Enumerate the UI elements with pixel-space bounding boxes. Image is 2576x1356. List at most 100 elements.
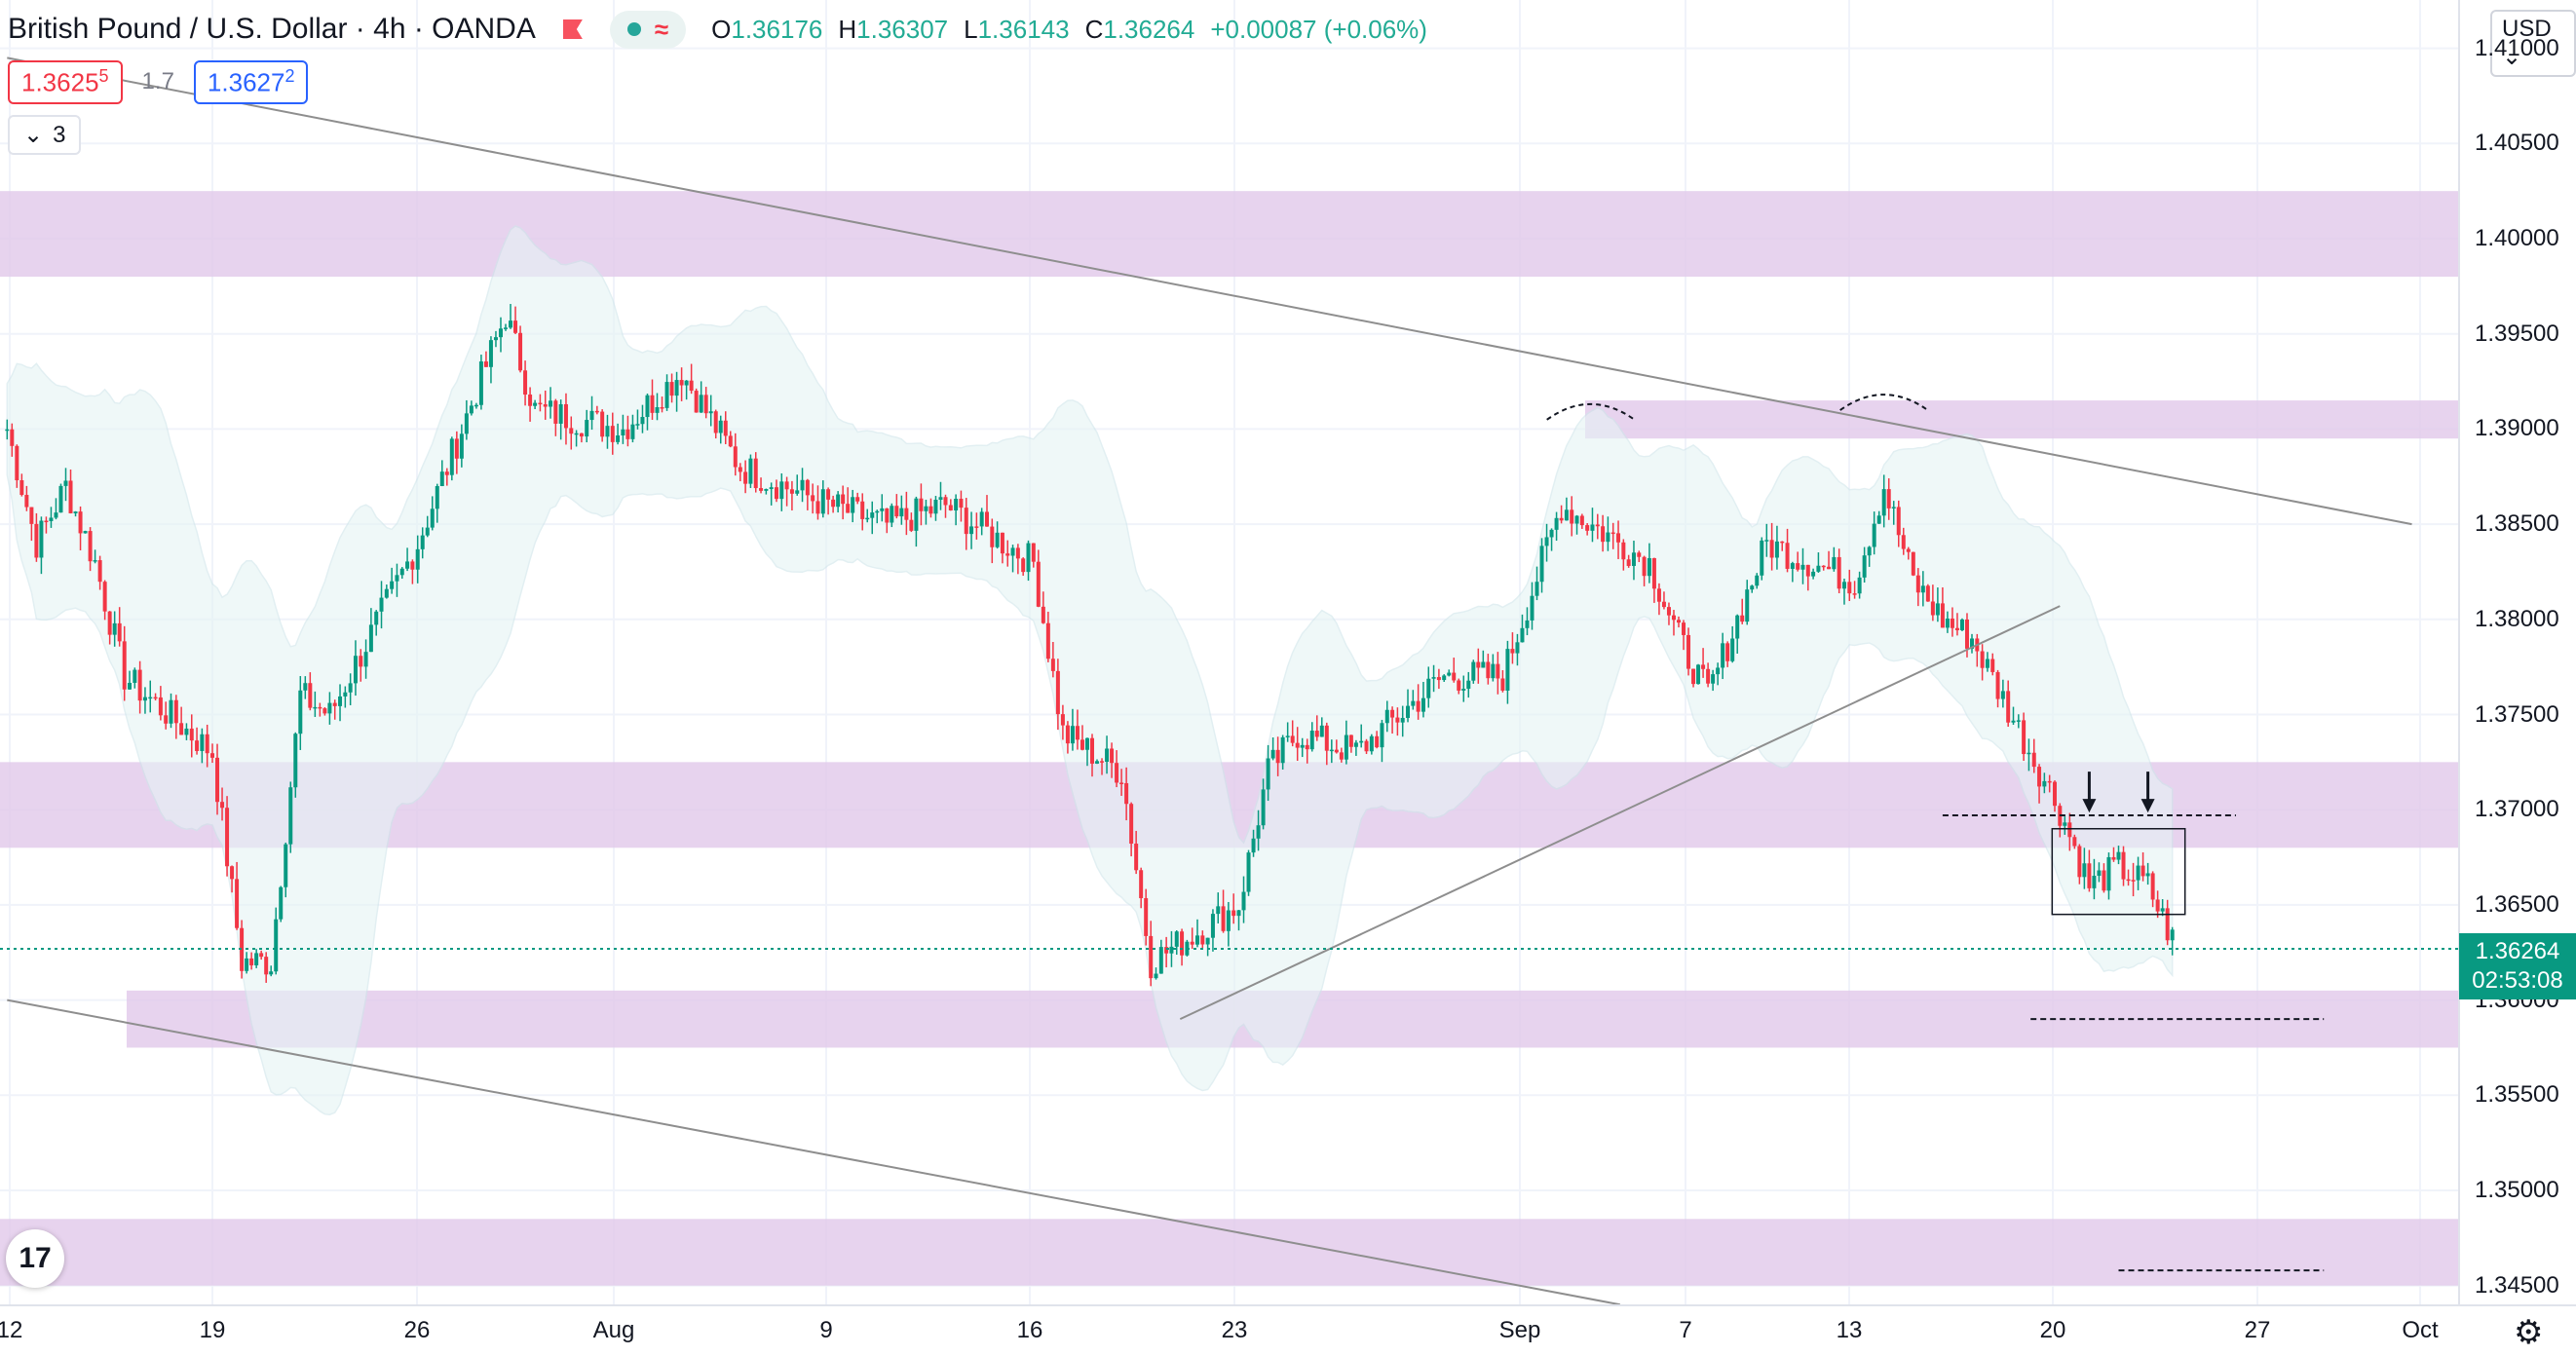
candle-down [943, 497, 948, 506]
candle-down [1149, 935, 1154, 979]
candle-up [1070, 726, 1075, 744]
candle-down [1110, 748, 1115, 764]
candle-up [1631, 552, 1636, 566]
candle-down [518, 332, 523, 371]
wave-icon: ≈ [654, 14, 669, 44]
candle-up [769, 487, 774, 490]
candle-down [1486, 661, 1491, 679]
double-top-arc [1839, 394, 1929, 411]
arrow-head-icon [2140, 799, 2155, 813]
candle-down [1827, 566, 1832, 570]
candle-down [1925, 585, 1930, 602]
candle-up [1251, 838, 1256, 853]
candle-down [1375, 735, 1380, 748]
candle-up [1716, 667, 1721, 675]
candle-up [1447, 672, 1452, 676]
currency-select[interactable]: USD ⌄ [2490, 10, 2576, 77]
sell-button[interactable]: 1.36255 [8, 60, 123, 104]
candle-up [1935, 603, 1940, 616]
candle-up [764, 489, 769, 491]
tradingview-logo-icon[interactable]: 17 [6, 1229, 64, 1288]
candle-up [379, 597, 384, 612]
candle-up [374, 611, 379, 625]
candle-up [1755, 575, 1760, 586]
candle-up [2170, 929, 2175, 941]
candle-down [2006, 691, 2011, 723]
candle-down [928, 506, 933, 514]
candle-up [1554, 517, 1559, 530]
market-status-pill[interactable]: ≈ [609, 10, 687, 49]
candle-up [1174, 931, 1179, 947]
candle-up [1369, 735, 1374, 752]
candle-up [708, 411, 713, 414]
buy-button[interactable]: 1.36272 [193, 60, 309, 104]
date-tick-label: 19 [199, 1317, 226, 1343]
candle-up [269, 971, 274, 975]
candle-up [279, 886, 284, 920]
candle-down [1190, 941, 1194, 945]
candle-up [1876, 515, 1881, 524]
candle-down [220, 802, 225, 809]
candle-up [435, 485, 439, 509]
candle-up [655, 407, 660, 413]
candle-down [974, 526, 979, 528]
candle-down [1610, 532, 1615, 535]
candle-down [528, 395, 533, 406]
symbol-title[interactable]: British Pound / U.S. Dollar · 4h · OANDA [8, 13, 536, 45]
candle-down [1055, 670, 1060, 715]
candle-down [846, 504, 851, 513]
candle-up [933, 500, 938, 514]
candle-down [1364, 740, 1369, 752]
candle-up [875, 510, 880, 513]
candle-down [1436, 677, 1441, 681]
candle-up [1539, 546, 1544, 583]
candle-down [1621, 542, 1626, 560]
candle-down [964, 508, 968, 535]
candle-up [425, 527, 430, 536]
ohlc-low: 1.36143 [977, 14, 1070, 44]
candle-up [1520, 627, 1525, 643]
ohlc-change: +0.00087 (+0.06%) [1210, 14, 1427, 44]
candle-down [1821, 565, 1826, 568]
candle-down [15, 445, 19, 481]
flag-icon[interactable] [562, 19, 583, 39]
candle-down [885, 508, 890, 523]
candle-down [909, 519, 914, 531]
candle-up [1811, 571, 1816, 577]
candle-down [594, 410, 599, 413]
candle-down [173, 699, 178, 724]
gear-icon[interactable]: ⚙ [2514, 1314, 2544, 1351]
candle-down [728, 435, 733, 447]
candle-up [1505, 649, 1510, 691]
candle-up [995, 532, 1000, 547]
candle-down [1339, 752, 1344, 760]
candle-down [2087, 863, 2092, 888]
candle-up [313, 706, 318, 709]
date-tick-label: Sep [1498, 1317, 1541, 1343]
candle-up [1544, 537, 1549, 546]
candle-up [1525, 620, 1530, 628]
candle-down [2165, 908, 2170, 941]
candle-up [621, 429, 625, 436]
candle-down [195, 740, 200, 751]
candle-down [1221, 906, 1226, 931]
candle-up [1530, 595, 1534, 621]
candle-down [1837, 556, 1841, 589]
candle-down [179, 723, 184, 735]
candle-down [1324, 725, 1329, 751]
candle-down [410, 561, 415, 570]
candle-down [2022, 720, 2027, 755]
indicators-toggle-button[interactable]: ⌄ 3 [8, 115, 82, 155]
candle-up [851, 497, 855, 513]
candle-up [1026, 543, 1031, 573]
candle-down [1390, 709, 1395, 718]
candle-down [1686, 634, 1691, 669]
candle-down [826, 489, 831, 500]
candle-down [1906, 548, 1911, 552]
candle-up [488, 340, 493, 367]
price-tick-label: 1.35500 [2475, 1081, 2559, 1109]
candle-down [625, 429, 630, 439]
candle-down [215, 757, 220, 803]
candle-up [1226, 910, 1231, 931]
